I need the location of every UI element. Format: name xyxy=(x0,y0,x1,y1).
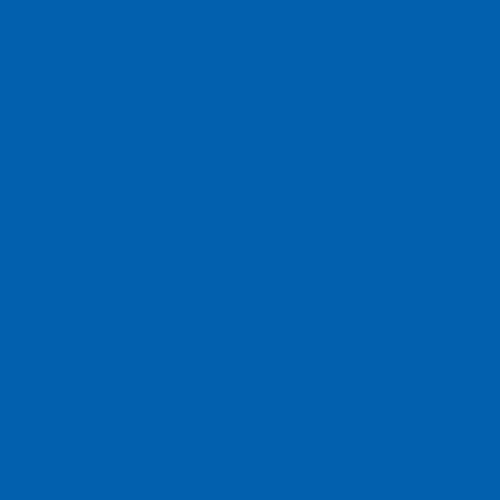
color-swatch xyxy=(0,0,500,500)
